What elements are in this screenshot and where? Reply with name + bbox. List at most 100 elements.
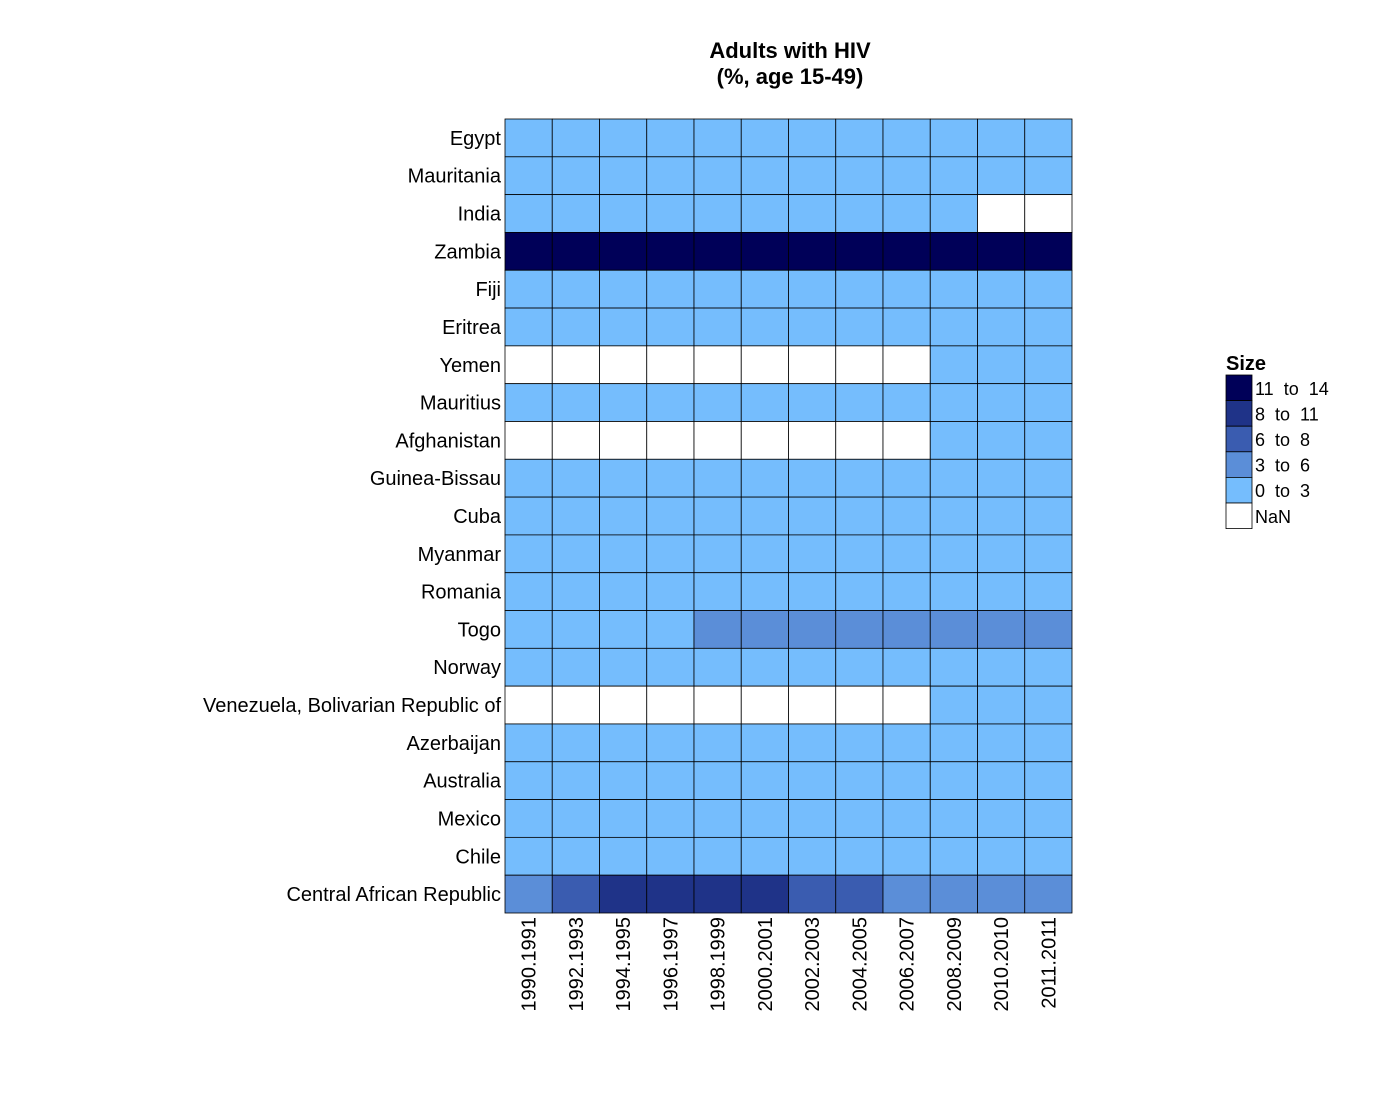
heatmap-cell: [551, 799, 600, 838]
row-label: Eritrea: [442, 317, 502, 339]
heatmap-cell: [740, 836, 789, 876]
heatmap-cell: [882, 723, 931, 763]
heatmap-cell: [646, 836, 695, 876]
heatmap-cell: [646, 723, 695, 763]
column-label: 1996.1997: [660, 917, 682, 1012]
heatmap-cell: [504, 156, 553, 196]
heatmap-cell: [835, 232, 884, 271]
heatmap-cell: [740, 723, 789, 763]
heatmap-cell: [504, 534, 553, 574]
heatmap-cell: [599, 799, 648, 838]
row-label: Azerbaijan: [406, 733, 501, 755]
heatmap-cell: [599, 685, 648, 725]
heatmap-cell: [551, 496, 600, 536]
heatmap-cell: [977, 836, 1026, 876]
heatmap-cell: [977, 345, 1026, 385]
heatmap-cell: [882, 647, 931, 687]
heatmap-cell: [551, 874, 600, 914]
heatmap-cell: [1024, 685, 1073, 725]
heatmap-cell: [788, 345, 837, 385]
heatmap-cell: [599, 610, 648, 649]
heatmap-cell: [740, 647, 789, 687]
heatmap-cell: [977, 723, 1026, 763]
heatmap-cell: [835, 118, 884, 158]
heatmap-cell: [646, 572, 695, 611]
heatmap-cell: [551, 534, 600, 574]
heatmap-cell: [929, 307, 978, 347]
heatmap-cell: [977, 269, 1026, 309]
heatmap-cell: [504, 383, 553, 422]
heatmap-cell: [929, 836, 978, 876]
heatmap-cell: [740, 421, 789, 460]
heatmap-cell: [740, 307, 789, 347]
heatmap-cell: [551, 118, 600, 158]
heatmap-cell: [882, 458, 931, 498]
heatmap-cell: [882, 761, 931, 800]
heatmap-cell: [1024, 345, 1073, 385]
heatmap-cell: [599, 383, 648, 422]
heatmap-cell: [835, 269, 884, 309]
heatmap-cell: [977, 156, 1026, 196]
column-label: 2002.2003: [802, 917, 824, 1012]
heatmap-cell: [977, 799, 1026, 838]
heatmap-cell: [835, 383, 884, 422]
heatmap-cell: [551, 232, 600, 271]
heatmap-cell: [835, 194, 884, 233]
heatmap-cell: [693, 383, 742, 422]
heatmap-cell: [504, 685, 553, 725]
row-label: Togo: [458, 619, 501, 641]
heatmap-cell: [882, 307, 931, 347]
heatmap-cell: [929, 345, 978, 385]
heatmap-cell: [504, 232, 553, 271]
heatmap-cell: [788, 874, 837, 914]
heatmap-cell: [788, 458, 837, 498]
heatmap-cell: [835, 421, 884, 460]
heatmap-cell: [977, 685, 1026, 725]
row-label: Afghanistan: [395, 430, 501, 452]
heatmap-cell: [504, 118, 553, 158]
heatmap-cell: [646, 496, 695, 536]
heatmap-cell: [1024, 647, 1073, 687]
heatmap-cell: [929, 232, 978, 271]
heatmap-cell: [646, 685, 695, 725]
heatmap-cell: [646, 307, 695, 347]
heatmap-cell: [929, 685, 978, 725]
column-label: 2006.2007: [897, 917, 919, 1012]
heatmap-cell: [646, 156, 695, 196]
heatmap-cell: [693, 307, 742, 347]
heatmap-cell: [788, 647, 837, 687]
heatmap-cell: [504, 458, 553, 498]
heatmap-cell: [599, 534, 648, 574]
column-label: 1990.1991: [519, 917, 541, 1012]
row-label: India: [458, 204, 502, 226]
heatmap-cell: [504, 761, 553, 800]
heatmap-cell: [551, 383, 600, 422]
heatmap-cell: [599, 496, 648, 536]
column-label: 2000.2001: [755, 917, 777, 1012]
heatmap-cell: [646, 458, 695, 498]
heatmap-cell: [740, 232, 789, 271]
heatmap-cell: [835, 610, 884, 649]
heatmap-cell: [929, 761, 978, 800]
row-label: Norway: [433, 657, 501, 679]
heatmap-cell: [599, 156, 648, 196]
heatmap-cell: [882, 836, 931, 876]
heatmap-cell: [693, 496, 742, 536]
heatmap-cell: [551, 610, 600, 649]
heatmap-cell: [551, 761, 600, 800]
heatmap-cell: [835, 723, 884, 763]
heatmap-cell: [646, 118, 695, 158]
chart-title: Adults with HIV (%, age 15-49): [709, 38, 871, 89]
heatmap-cell: [929, 874, 978, 914]
heatmap-cell: [788, 496, 837, 536]
heatmap-cell: [693, 345, 742, 385]
heatmap-cell: [977, 647, 1026, 687]
heatmap-cell: [504, 647, 553, 687]
heatmap-cell: [599, 874, 648, 914]
heatmap-cell: [788, 156, 837, 196]
heatmap-cell: [551, 194, 600, 233]
heatmap-cell: [646, 383, 695, 422]
heatmap-cell: [504, 836, 553, 876]
heatmap-cell: [1024, 307, 1073, 347]
heatmap-cell: [882, 156, 931, 196]
